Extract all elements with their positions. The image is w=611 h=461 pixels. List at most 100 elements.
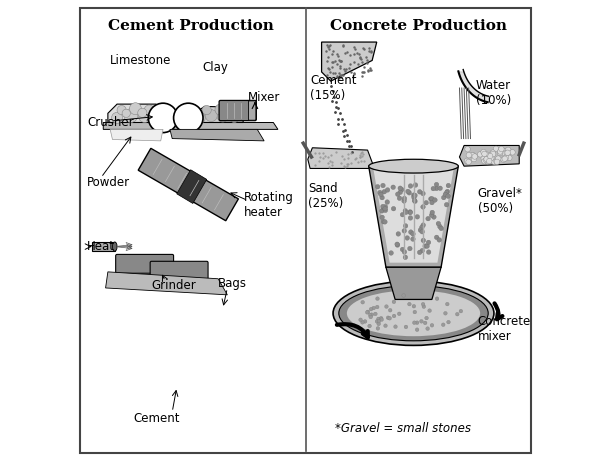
Circle shape (420, 230, 425, 234)
Polygon shape (308, 148, 375, 168)
Circle shape (396, 231, 401, 236)
Circle shape (447, 320, 450, 324)
Circle shape (386, 188, 390, 192)
Circle shape (380, 215, 384, 219)
Circle shape (388, 316, 392, 320)
Polygon shape (110, 130, 163, 141)
Circle shape (144, 105, 155, 115)
Circle shape (470, 153, 475, 158)
Circle shape (445, 302, 449, 306)
Circle shape (404, 210, 408, 215)
Circle shape (431, 186, 436, 191)
Circle shape (505, 147, 511, 153)
Circle shape (420, 225, 424, 230)
Polygon shape (459, 146, 519, 166)
Circle shape (130, 103, 141, 115)
Circle shape (459, 309, 463, 313)
Circle shape (381, 204, 385, 209)
Circle shape (406, 189, 410, 194)
Circle shape (379, 192, 383, 197)
Circle shape (398, 190, 403, 195)
Circle shape (376, 326, 379, 330)
Circle shape (375, 305, 379, 309)
Circle shape (383, 205, 388, 209)
Text: *Gravel = small stones: *Gravel = small stones (335, 422, 471, 435)
Circle shape (490, 150, 496, 155)
Circle shape (488, 153, 493, 159)
Circle shape (441, 323, 445, 326)
Circle shape (434, 186, 439, 191)
Circle shape (392, 314, 396, 318)
Polygon shape (177, 170, 207, 203)
Circle shape (506, 149, 511, 155)
Circle shape (397, 196, 402, 201)
Circle shape (436, 221, 441, 226)
Circle shape (433, 198, 437, 202)
Circle shape (403, 224, 408, 228)
Circle shape (381, 183, 386, 188)
Polygon shape (321, 42, 377, 81)
Circle shape (391, 185, 395, 189)
Circle shape (426, 250, 431, 254)
Circle shape (361, 301, 365, 304)
Circle shape (504, 150, 510, 156)
Circle shape (411, 237, 415, 242)
Circle shape (466, 159, 471, 165)
Circle shape (381, 219, 386, 224)
Circle shape (445, 189, 450, 194)
Circle shape (423, 321, 427, 325)
Text: Concrete Production: Concrete Production (329, 19, 507, 33)
Circle shape (430, 196, 434, 201)
Circle shape (389, 251, 393, 255)
Circle shape (496, 156, 501, 161)
Polygon shape (106, 272, 227, 295)
Circle shape (455, 313, 459, 316)
Circle shape (412, 304, 415, 308)
Circle shape (413, 310, 417, 314)
Ellipse shape (339, 286, 488, 341)
Circle shape (430, 213, 434, 218)
Circle shape (438, 186, 442, 190)
Circle shape (368, 313, 372, 317)
FancyBboxPatch shape (219, 100, 257, 121)
Circle shape (389, 308, 392, 312)
Circle shape (489, 151, 495, 156)
Circle shape (408, 184, 413, 188)
Circle shape (434, 182, 439, 187)
Circle shape (505, 150, 510, 155)
Circle shape (378, 190, 382, 195)
Circle shape (412, 199, 417, 204)
Circle shape (481, 156, 486, 161)
Circle shape (489, 155, 494, 161)
Circle shape (411, 193, 416, 197)
Circle shape (439, 226, 444, 230)
Polygon shape (131, 302, 252, 394)
Circle shape (215, 104, 226, 115)
Circle shape (397, 312, 401, 316)
Circle shape (421, 191, 425, 196)
Circle shape (408, 216, 413, 220)
FancyBboxPatch shape (150, 261, 208, 280)
Circle shape (481, 149, 486, 155)
Circle shape (444, 190, 449, 195)
Circle shape (484, 156, 489, 162)
Circle shape (393, 325, 397, 329)
Circle shape (376, 317, 380, 321)
Text: Grinder: Grinder (152, 279, 196, 292)
Circle shape (112, 112, 123, 124)
Circle shape (395, 192, 400, 196)
Ellipse shape (368, 159, 458, 173)
Circle shape (481, 151, 487, 157)
Polygon shape (103, 123, 278, 130)
Circle shape (425, 244, 430, 248)
Circle shape (497, 149, 503, 154)
Circle shape (420, 248, 425, 253)
Circle shape (477, 152, 483, 157)
Circle shape (379, 316, 383, 320)
Circle shape (386, 316, 390, 319)
Circle shape (486, 159, 492, 164)
Circle shape (491, 159, 497, 165)
Circle shape (493, 146, 499, 152)
FancyBboxPatch shape (115, 254, 174, 273)
Circle shape (369, 307, 373, 311)
